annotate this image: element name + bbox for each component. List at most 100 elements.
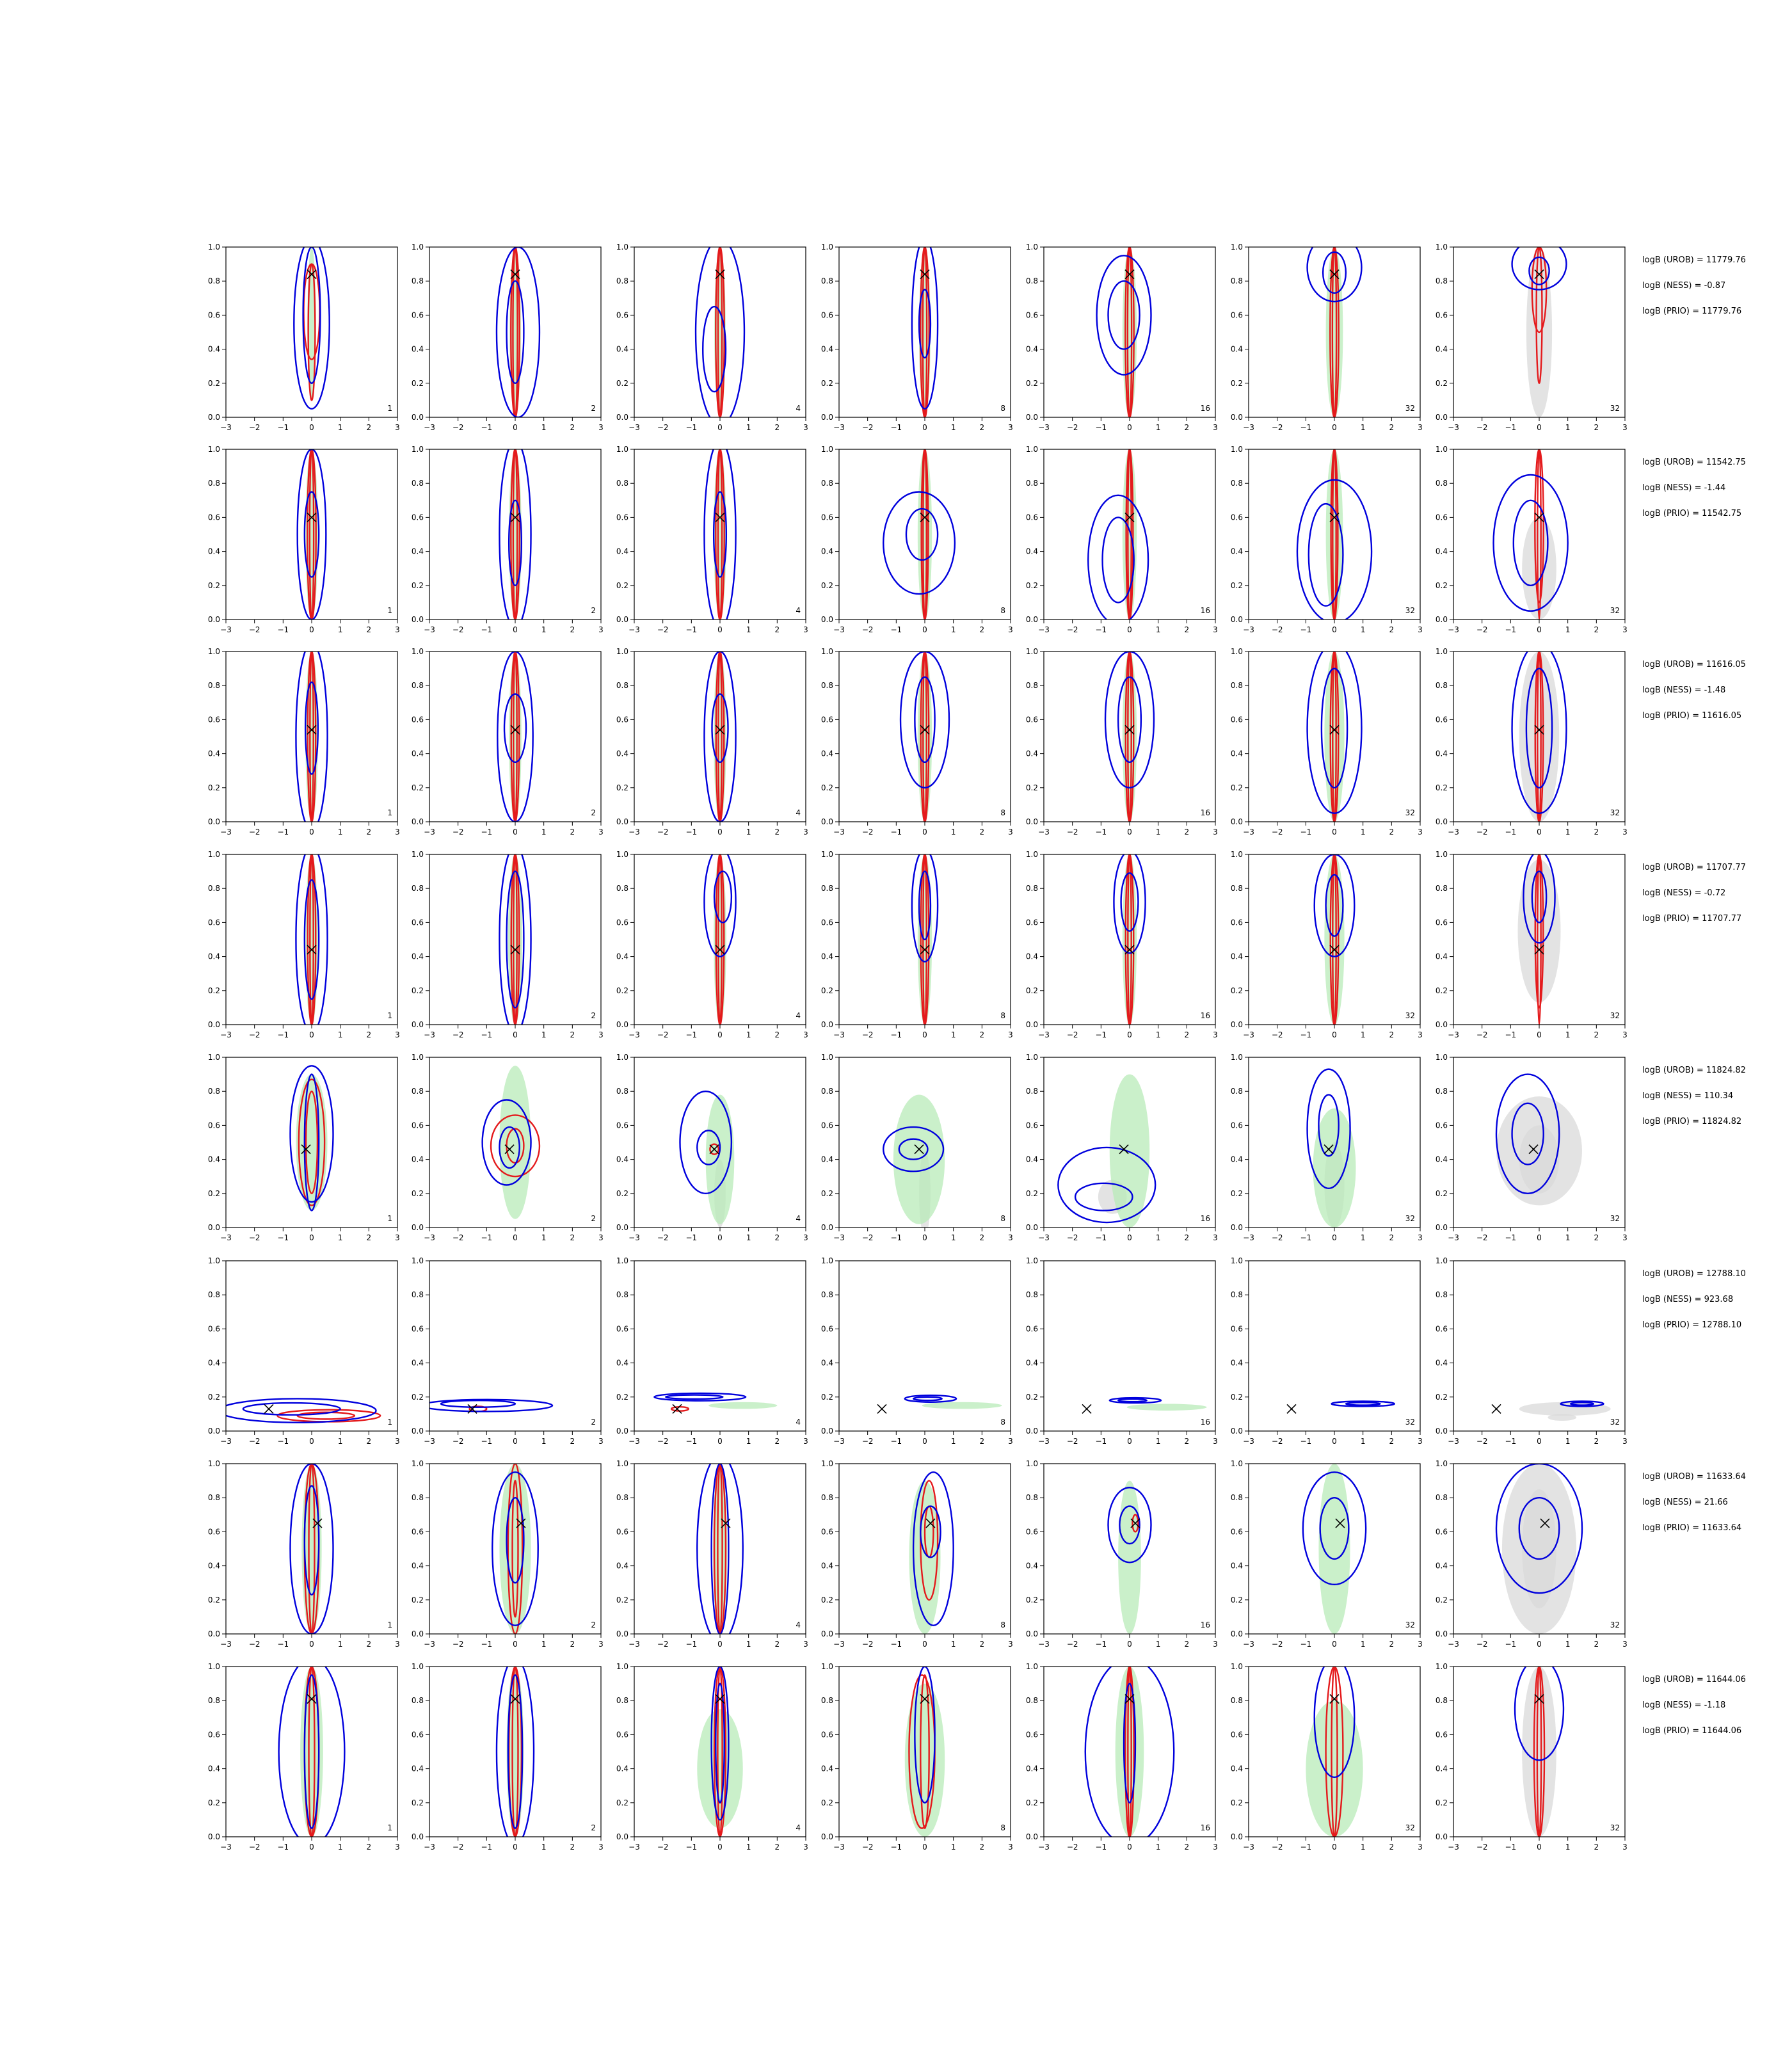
y-tick-label: 0.8 <box>616 1696 628 1705</box>
truth-marker <box>715 945 725 955</box>
x-tick-label: −1 <box>481 1030 492 1039</box>
panel-r4-c3: −3 −2 −1 0 1 2 3 0.0 0.2 0.4 0.6 0.8 1.0 8 <box>821 1053 1013 1242</box>
truth-marker <box>721 1518 731 1528</box>
truth-marker <box>920 1693 930 1704</box>
y-tick-label: 1.0 <box>1231 243 1243 252</box>
panel-sample-label: 8 <box>1000 606 1005 615</box>
red-contour <box>713 1464 727 1634</box>
x-tick-label: 1 <box>1156 1640 1161 1649</box>
y-tick-label: 0.6 <box>412 715 424 724</box>
x-tick-label: −1 <box>1505 1843 1516 1852</box>
x-tick-label: −3 <box>833 423 845 432</box>
x-tick-label: 2 <box>1185 1437 1190 1446</box>
y-tick-label: 0.2 <box>1436 1798 1448 1807</box>
panel-r3-c2: −3 −2 −1 0 1 2 3 0.0 0.2 0.4 0.6 0.8 1.0 4 <box>616 850 808 1039</box>
panel-r6-c1: −3 −2 −1 0 1 2 3 0.0 0.2 0.4 0.6 0.8 1.0 2 <box>412 1459 604 1649</box>
blue-contour <box>883 1126 945 1172</box>
y-tick-label: 0.4 <box>1231 1359 1243 1368</box>
plot-area <box>1306 1667 1363 1837</box>
x-tick-label: 0 <box>513 1233 518 1242</box>
y-tick-label: 0.4 <box>1436 547 1448 556</box>
red-contour <box>298 1078 326 1206</box>
y-tick-label: 0.4 <box>1436 345 1448 354</box>
truth-marker <box>1324 1144 1334 1155</box>
panel-r6-c4: −3 −2 −1 0 1 2 3 0.0 0.2 0.4 0.6 0.8 1.0 16 <box>1026 1459 1218 1649</box>
plot-area <box>295 652 328 822</box>
x-tick-label: 0 <box>513 423 518 432</box>
x-tick-label: −3 <box>628 423 640 432</box>
panel-sample-label: 32 <box>1405 404 1415 413</box>
red-contour <box>1127 1667 1132 1837</box>
y-tick-label: 1.0 <box>412 1662 424 1671</box>
y-tick-label: 0.0 <box>1026 1832 1038 1841</box>
red-contour <box>717 854 723 1025</box>
row-stats-2: logB (UROB) = 11616.05 logB (NESS) = -1.4… <box>1642 660 1746 721</box>
blue-contour <box>920 1505 941 1558</box>
y-tick-label: 0.8 <box>208 479 220 488</box>
panel-r4-c4: −3 −2 −1 0 1 2 3 0.0 0.2 0.4 0.6 0.8 1.0 16 <box>1026 1053 1218 1242</box>
y-tick-label: 0.6 <box>208 918 220 927</box>
x-tick-label: 2 <box>980 1640 985 1649</box>
x-tick-label: −2 <box>862 423 874 432</box>
blue-contour <box>703 652 737 822</box>
panel-r2-c4: −3 −2 −1 0 1 2 3 0.0 0.2 0.4 0.6 0.8 1.0 16 <box>1026 647 1218 836</box>
posterior-density-contour <box>499 1464 531 1634</box>
y-tick-label: 0.0 <box>412 817 424 826</box>
x-tick-label: 0 <box>1332 1233 1337 1242</box>
blue-contour <box>304 681 319 775</box>
x-tick-label: 0 <box>1537 1640 1542 1649</box>
x-tick-label: 3 <box>803 1437 808 1446</box>
x-tick-label: 2 <box>980 625 985 634</box>
y-tick-label: 0.2 <box>1231 986 1243 995</box>
x-tick-label: 2 <box>1389 828 1395 836</box>
plot-area <box>1306 247 1363 417</box>
x-tick-label: −1 <box>890 828 902 836</box>
x-tick-label: −2 <box>862 1843 874 1852</box>
x-tick-label: 3 <box>1213 1843 1218 1852</box>
x-tick-label: 3 <box>1418 1640 1423 1649</box>
x-tick-label: −2 <box>452 1233 464 1242</box>
y-tick-label: 0.2 <box>821 379 833 388</box>
x-tick-label: 0 <box>922 1437 927 1446</box>
y-tick-label: 0.6 <box>208 1730 220 1739</box>
panel-r0-c4: −3 −2 −1 0 1 2 3 0.0 0.2 0.4 0.6 0.8 1.0 16 <box>1026 243 1218 432</box>
y-tick-label: 0.4 <box>412 749 424 758</box>
x-tick-label: 2 <box>367 1640 372 1649</box>
y-tick-label: 0.4 <box>1231 1764 1243 1773</box>
red-contour <box>1534 449 1544 604</box>
x-tick-label: 3 <box>1213 423 1218 432</box>
x-tick-label: 2 <box>1594 625 1599 634</box>
blue-contour <box>1120 872 1139 932</box>
y-tick-label: 0.0 <box>412 1020 424 1029</box>
x-tick-label: 2 <box>775 1437 780 1446</box>
panel-sample-label: 4 <box>796 808 801 817</box>
x-tick-label: −3 <box>1243 1233 1254 1242</box>
x-tick-label: −3 <box>1448 828 1459 836</box>
panel-r3-c6: −3 −2 −1 0 1 2 3 0.0 0.2 0.4 0.6 0.8 1.0 32 <box>1436 850 1628 1039</box>
x-tick-label: 2 <box>570 1030 575 1039</box>
y-tick-label: 1.0 <box>208 647 220 656</box>
y-tick-label: 0.2 <box>616 1596 628 1604</box>
y-tick-label: 0.8 <box>208 1493 220 1502</box>
x-tick-label: −2 <box>862 1030 874 1039</box>
x-tick-label: −3 <box>628 1030 640 1039</box>
panel-sample-label: 2 <box>591 808 596 817</box>
posterior-density-contour <box>509 247 521 417</box>
y-tick-label: 0.4 <box>208 1155 220 1164</box>
red-contour <box>1124 854 1135 1025</box>
y-tick-label: 0.4 <box>208 547 220 556</box>
posterior-density-contour <box>499 1066 531 1219</box>
blue-contour <box>898 1138 929 1160</box>
blue-contour <box>701 305 727 393</box>
plot-area <box>1057 1074 1156 1228</box>
panel-sample-label: 1 <box>387 808 392 817</box>
y-tick-label: 0.0 <box>616 1427 628 1436</box>
y-tick-label: 0.4 <box>821 1764 833 1773</box>
y-tick-label: 0.4 <box>412 1562 424 1571</box>
red-contour <box>1537 652 1542 822</box>
x-tick-label: −1 <box>1505 1640 1516 1649</box>
x-tick-label: −1 <box>1300 1843 1311 1852</box>
y-tick-label: 0.2 <box>1231 379 1243 388</box>
y-tick-label: 0.6 <box>412 1730 424 1739</box>
y-tick-label: 1.0 <box>1436 1256 1448 1265</box>
